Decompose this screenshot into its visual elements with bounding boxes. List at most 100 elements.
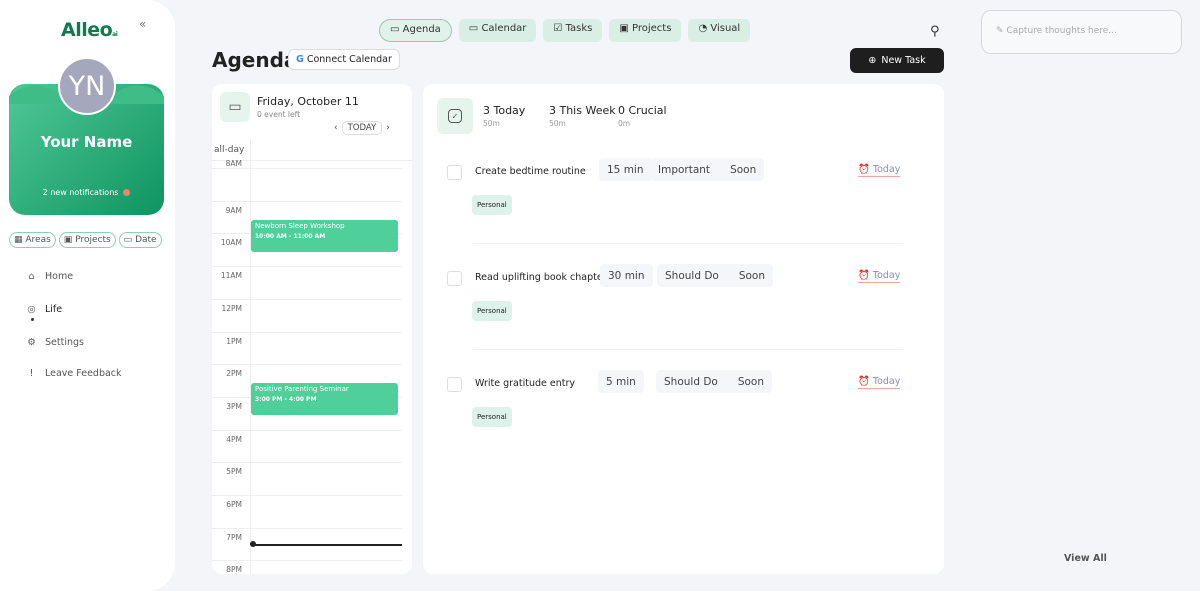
profile-card-wave [9,85,164,104]
plus-circle-icon: ⊕ [868,55,877,66]
tab-label: Tasks [565,23,593,34]
tag-chip[interactable]: Personal [472,407,512,427]
capture-placeholder: Capture thoughts here... [1006,26,1117,36]
checkbox-icon: ✓ [448,109,462,123]
sidebar-item-label: Life [45,304,63,315]
tab-projects[interactable]: ▣ Projects [609,19,682,42]
view-all-link[interactable]: View All [1064,553,1107,564]
next-day-icon[interactable]: › [386,123,390,133]
hour-label: 5PM [226,467,242,477]
calendar-event[interactable]: Positive Parenting Seminar 3:00 PM - 4:00… [251,383,398,415]
task-name[interactable]: Create bedtime routine [475,166,586,177]
connect-calendar-button[interactable]: G Connect Calendar [288,49,400,70]
today-button[interactable]: TODAY [341,121,383,135]
alarm-clock-icon: ⏰ [858,164,870,175]
stat-this-week[interactable]: 3 This Week 50m [549,104,616,128]
priority-chip[interactable]: Should Do Soon [657,264,773,287]
priority-chip[interactable]: Should Do Soon [656,370,772,393]
event-time: 3:00 PM - 4:00 PM [255,396,317,403]
hour-label: 7PM [226,532,242,542]
hour-line [212,429,402,431]
due-date[interactable]: ⏰ Today [858,376,901,389]
notification-dot-icon [123,189,131,196]
hour-line [212,560,402,562]
tag-chip[interactable]: Personal [472,195,512,215]
alarm-clock-icon: ⏰ [858,376,870,387]
filter-bar: ▦ Areas ▣ Projects ▭ Date [9,232,162,248]
new-task-button[interactable]: ⊕ New Task [850,48,944,73]
sidebar-item-home[interactable]: ⌂ Home [26,271,166,282]
duration-chip[interactable]: 5 min [598,370,644,393]
timing: Soon [737,375,764,388]
filter-areas-button[interactable]: ▦ Areas [9,232,56,248]
sidebar-item-label: Home [45,271,74,282]
sidebar-item-settings[interactable]: ⚙ Settings [26,337,166,348]
prev-day-icon[interactable]: ‹ [334,123,338,133]
tab-calendar[interactable]: ▭ Calendar [458,19,537,42]
hour-label: 6PM [226,500,242,509]
collapse-sidebar-icon[interactable]: « [139,17,147,31]
tasks-panel: ✓ 3 Today 50m 3 This Week 50m 0 Crucial 0m … [423,84,944,574]
sidebar-item-label: Leave Feedback [45,368,122,379]
task-checkbox[interactable] [447,377,462,392]
task-name[interactable]: Write gratitude entry [475,378,575,389]
task-name[interactable]: Read uplifting book chapter [475,272,607,283]
avatar[interactable]: YN [58,57,116,115]
tab-label: Agenda [402,24,441,35]
stat-today[interactable]: 3 Today 50m [483,104,525,128]
calendar-date: Friday, October 11 [257,95,359,108]
projects-icon: ▣ [63,235,73,245]
hour-line [212,462,402,464]
hour-line [212,298,402,300]
tag-chip[interactable]: Personal [472,301,512,321]
duration-chip[interactable]: 15 min [599,158,652,181]
google-icon: G [296,54,304,65]
hour-line [212,168,402,169]
tab-tasks[interactable]: ☑ Tasks [543,19,603,42]
priority-chip[interactable]: Important Soon [650,158,765,181]
tab-label: Projects [632,23,672,34]
duration: 15 min [607,163,644,176]
tab-visual[interactable]: ◔ Visual [688,19,751,42]
due-date[interactable]: ⏰ Today [858,164,901,177]
filter-projects-button[interactable]: ▣ Projects [58,232,116,248]
logo[interactable]: Alleoai [61,19,118,41]
stat-label: 3 Today [483,104,526,117]
hour-line [212,527,402,529]
task-checkbox[interactable] [447,165,462,180]
tab-label: Visual [710,23,741,34]
areas-icon: ▦ [14,235,23,245]
tab-agenda[interactable]: ▭ Agenda [379,19,452,42]
capture-thoughts-input[interactable]: ✎ Capture thoughts here... [981,10,1182,54]
visual-icon: ◔ [698,23,708,34]
hour-label: 1PM [226,336,242,346]
filter-date-button[interactable]: ▭ Date [118,232,162,248]
filter-label: Projects [75,235,111,245]
search-icon[interactable]: ⚲ [930,24,940,39]
calendar-event[interactable]: Newborn Sleep Workshop 10:00 AM - 11:00 A… [251,220,398,252]
task-checkbox[interactable] [447,271,462,286]
due-date[interactable]: ⏰ Today [858,270,901,283]
filter-label: Areas [25,235,51,245]
timing: Soon [730,163,757,176]
hour-line [212,495,402,496]
priority: Should Do [664,375,718,388]
event-name: Newborn Sleep Workshop [255,222,345,230]
filter-label: Date [135,235,157,245]
connect-calendar-label: Connect Calendar [306,54,392,65]
priority: Should Do [665,269,719,282]
notifications[interactable]: 2 new notifications [9,188,164,197]
view-tabs: ▭ Agenda ▭ Calendar ☑ Tasks ▣ Projects ◔… [379,19,751,42]
hour-label: 4PM [226,434,242,444]
duration-chip[interactable]: 30 min [600,264,653,287]
stat-sub: 50m [549,119,566,128]
all-day-label: all-day [214,145,245,155]
stat-crucial[interactable]: 0 Crucial 0m [618,104,667,128]
sidebar-item-feedback[interactable]: ! Leave Feedback [26,368,166,379]
hour-line [212,200,402,202]
gear-icon: ⚙ [27,337,36,348]
due-label: Today [872,270,901,281]
due-label: Today [872,164,901,175]
sidebar-item-life[interactable]: ◎ Life [26,304,166,315]
time-gutter-divider [250,140,251,574]
